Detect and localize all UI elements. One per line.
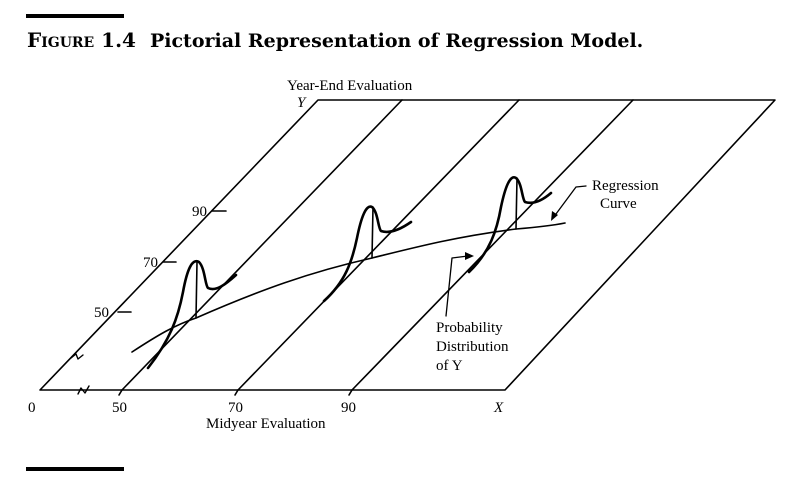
y-axis-break-icon xyxy=(70,353,84,360)
probability-label-line1: Probability xyxy=(436,320,503,336)
regression-label-line2: Curve xyxy=(600,196,637,212)
y-axis-symbol: Y xyxy=(297,95,307,111)
regression-leader-line xyxy=(552,185,587,219)
x-axis-symbol: X xyxy=(493,400,504,416)
x-tick-label-70: 70 xyxy=(228,400,243,416)
y-tick-label-90: 90 xyxy=(192,204,207,220)
y-tick-label-50: 50 xyxy=(94,305,109,321)
x-tick-label-90: 90 xyxy=(341,400,356,416)
figure-label: Figure 1.4 xyxy=(27,28,136,52)
probability-label-line2: Distribution xyxy=(436,339,509,355)
level-line-70 xyxy=(237,99,520,391)
distribution-1-mean-line xyxy=(195,261,198,319)
x-tick-mark-70 xyxy=(234,389,239,396)
x-axis-title: Midyear Evaluation xyxy=(206,416,326,432)
x-tick-label-50: 50 xyxy=(112,400,127,416)
probability-label-y: Y xyxy=(452,358,463,374)
figure-title: Pictorial Representation of Regression M… xyxy=(149,30,644,52)
regression-arrowhead-icon xyxy=(551,211,558,221)
distribution-leader-line xyxy=(445,255,469,317)
top-rule xyxy=(26,14,124,18)
regression-label-line1: Regression xyxy=(592,178,659,194)
distribution-3 xyxy=(467,176,553,274)
level-line-90 xyxy=(351,99,634,391)
distribution-arrowhead-icon xyxy=(465,252,474,260)
origin-label: 0 xyxy=(28,400,36,416)
distribution-2 xyxy=(322,205,413,303)
x-tick-mark-50 xyxy=(118,389,123,396)
figure-caption: Figure 1.4 Pictorial Representation of Re… xyxy=(27,28,643,52)
distribution-3-mean-line xyxy=(515,177,518,230)
x-axis-break-icon xyxy=(77,385,90,395)
bottom-rule xyxy=(26,467,124,471)
base-plane xyxy=(39,99,776,391)
level-line-50 xyxy=(121,99,403,391)
probability-label-of: of xyxy=(436,358,449,374)
x-tick-mark-90 xyxy=(348,389,353,396)
probability-label-line3: of Y xyxy=(436,358,463,374)
distribution-1 xyxy=(146,259,238,370)
y-tick-label-70: 70 xyxy=(143,255,158,271)
y-axis-title: Year-End Evaluation xyxy=(287,78,413,94)
distribution-2-mean-line xyxy=(371,206,374,259)
